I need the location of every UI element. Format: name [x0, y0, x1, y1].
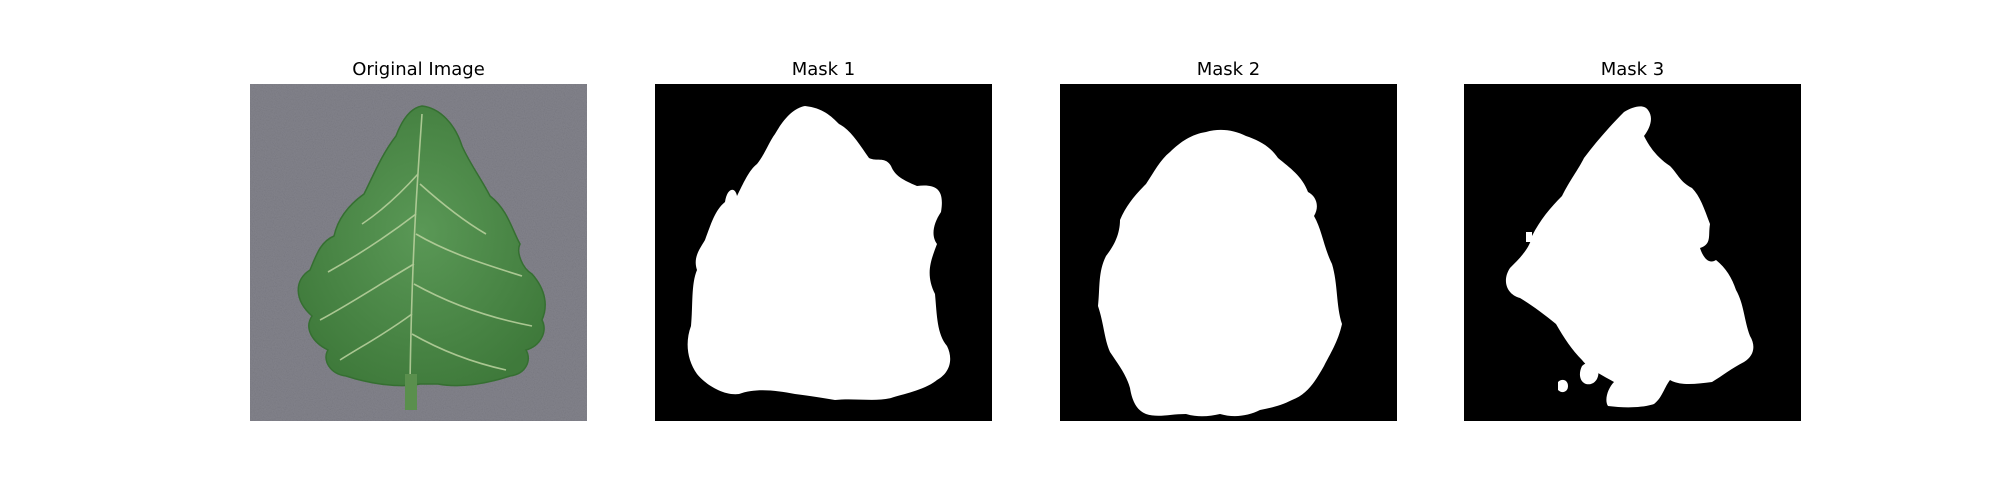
panel-original-image: Original Image — [250, 0, 587, 500]
panel-title: Mask 3 — [1600, 59, 1665, 80]
mask-fragment — [1536, 234, 1540, 242]
panel-mask-3: Mask 3 — [1464, 0, 1801, 500]
panel-mask-1: Mask 1 — [655, 0, 992, 500]
panel-title: Mask 2 — [1196, 59, 1261, 80]
leaf-shape — [297, 105, 546, 387]
mask-fragment — [1558, 379, 1568, 393]
mask-fragment — [1579, 362, 1599, 385]
mask-3-image — [1464, 84, 1801, 421]
mask-1-image — [655, 84, 992, 421]
leaf-veins — [319, 113, 533, 385]
mask-region — [1505, 106, 1754, 408]
mask-2-image — [1060, 84, 1397, 421]
mask-fragment — [1696, 224, 1700, 232]
mask-fragment — [1526, 232, 1532, 242]
leaf-photo — [250, 84, 587, 421]
panel-title: Mask 1 — [791, 59, 856, 80]
leaf-stem — [405, 374, 417, 410]
panel-mask-2: Mask 2 — [1060, 0, 1397, 500]
mask-region — [1098, 129, 1342, 417]
panel-title: Original Image — [352, 59, 485, 80]
mask-region — [687, 106, 951, 400]
